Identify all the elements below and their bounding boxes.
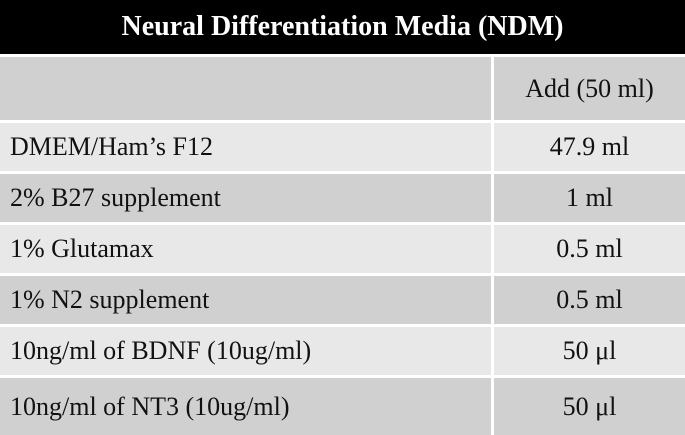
row-value: 47.9 ml	[494, 123, 685, 171]
row-label: 2% B27 supplement	[0, 174, 494, 222]
row-value: 1 ml	[494, 174, 685, 222]
table-title: Neural Differentiation Media (NDM)	[0, 0, 685, 57]
row-label: 1% Glutamax	[0, 225, 494, 273]
table-row: 10ng/ml of BDNF (10ug/ml) 50 μl	[0, 327, 685, 378]
table-row: 1% N2 supplement 0.5 ml	[0, 276, 685, 327]
row-value: 50 μl	[494, 327, 685, 375]
table-row: 1% Glutamax 0.5 ml	[0, 225, 685, 276]
row-label: 10ng/ml of BDNF (10ug/ml)	[0, 327, 494, 375]
table-row: 10ng/ml of NT3 (10ug/ml) 50 μl	[0, 378, 685, 435]
table-row: 2% B27 supplement 1 ml	[0, 174, 685, 225]
row-value: 0.5 ml	[494, 225, 685, 273]
header-label-cell	[0, 57, 494, 120]
table-row: DMEM/Ham’s F12 47.9 ml	[0, 123, 685, 174]
table-header-row: Add (50 ml)	[0, 57, 685, 123]
row-label: 1% N2 supplement	[0, 276, 494, 324]
row-label: DMEM/Ham’s F12	[0, 123, 494, 171]
header-value-cell: Add (50 ml)	[494, 57, 685, 120]
row-label: 10ng/ml of NT3 (10ug/ml)	[0, 378, 494, 435]
row-value: 50 μl	[494, 378, 685, 435]
row-value: 0.5 ml	[494, 276, 685, 324]
